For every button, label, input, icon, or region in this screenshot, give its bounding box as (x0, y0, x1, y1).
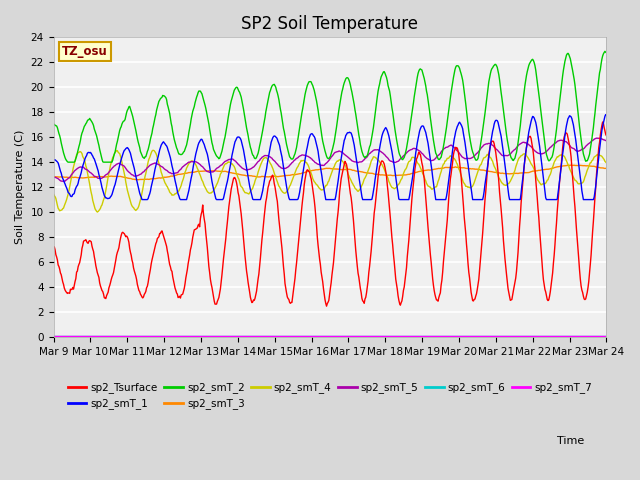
sp2_Tsurface (202, 230, 210, 236)
sp2_smT_7 (50, 334, 58, 339)
sp2_smT_1 (173, 188, 181, 194)
sp2_Tsurface (414, 152, 422, 157)
sp2_smT_4 (204, 189, 211, 194)
sp2_smT_3 (50, 174, 58, 180)
sp2_smT_7 (603, 334, 611, 339)
sp2_smT_3 (398, 172, 406, 178)
sp2_smT_4 (603, 160, 611, 166)
sp2_smT_5 (414, 147, 422, 153)
sp2_smT_4 (149, 147, 157, 153)
sp2_smT_1 (414, 136, 422, 142)
Line: sp2_smT_2: sp2_smT_2 (54, 51, 607, 162)
sp2_smT_5 (203, 168, 211, 174)
Line: sp2_Tsurface: sp2_Tsurface (54, 122, 607, 306)
sp2_smT_2 (60, 150, 67, 156)
sp2_Tsurface (603, 133, 611, 139)
sp2_Tsurface (116, 236, 124, 241)
sp2_Tsurface (173, 290, 180, 296)
sp2_smT_6 (60, 333, 67, 339)
sp2_Tsurface (60, 281, 67, 287)
Legend: sp2_Tsurface, sp2_smT_1, sp2_smT_2, sp2_smT_3, sp2_smT_4, sp2_smT_5, sp2_smT_6, : sp2_Tsurface, sp2_smT_1, sp2_smT_2, sp2_… (63, 378, 596, 413)
Line: sp2_smT_5: sp2_smT_5 (54, 138, 607, 181)
sp2_smT_6 (202, 333, 210, 339)
sp2_smT_1 (60, 177, 67, 183)
sp2_smT_2 (173, 147, 181, 153)
sp2_smT_4 (174, 188, 182, 194)
sp2_smT_7 (397, 334, 405, 339)
sp2_smT_2 (398, 156, 406, 162)
sp2_smT_5 (398, 155, 406, 161)
sp2_smT_3 (60, 174, 67, 180)
sp2_smT_1 (116, 159, 124, 165)
Title: SP2 Soil Temperature: SP2 Soil Temperature (241, 15, 419, 33)
sp2_smT_1 (398, 197, 406, 203)
Line: sp2_smT_1: sp2_smT_1 (54, 115, 607, 200)
sp2_smT_5 (603, 138, 611, 144)
sp2_smT_3 (116, 174, 124, 180)
sp2_smT_7 (60, 334, 67, 339)
sp2_smT_2 (50, 121, 58, 127)
sp2_smT_1 (602, 112, 609, 118)
sp2_smT_7 (173, 334, 180, 339)
sp2_smT_5 (60, 179, 67, 184)
sp2_smT_7 (413, 334, 421, 339)
sp2_smT_6 (50, 333, 58, 339)
sp2_smT_4 (93, 209, 101, 215)
sp2_smT_6 (173, 333, 180, 339)
sp2_smT_7 (202, 334, 210, 339)
sp2_smT_5 (117, 162, 125, 168)
sp2_smT_2 (603, 50, 611, 56)
sp2_Tsurface (398, 298, 406, 304)
Line: sp2_smT_4: sp2_smT_4 (54, 150, 607, 212)
sp2_smT_5 (173, 170, 181, 176)
sp2_smT_2 (203, 109, 211, 115)
sp2_smT_5 (60, 178, 68, 184)
sp2_smT_6 (603, 333, 611, 339)
sp2_smT_3 (414, 169, 422, 175)
sp2_smT_4 (399, 173, 406, 179)
sp2_smT_2 (414, 71, 422, 76)
sp2_smT_3 (603, 165, 611, 171)
Line: sp2_smT_3: sp2_smT_3 (54, 165, 607, 180)
sp2_smT_6 (397, 333, 405, 339)
Y-axis label: Soil Temperature (C): Soil Temperature (C) (15, 130, 25, 244)
sp2_smT_4 (60, 205, 67, 211)
sp2_smT_7 (116, 334, 124, 339)
sp2_smT_2 (64, 159, 72, 165)
sp2_smT_3 (203, 168, 211, 174)
sp2_smT_3 (134, 177, 142, 182)
sp2_Tsurface (599, 119, 607, 125)
sp2_smT_1 (139, 197, 147, 203)
Text: TZ_osu: TZ_osu (62, 45, 108, 58)
sp2_smT_3 (567, 162, 575, 168)
sp2_Tsurface (50, 244, 58, 250)
sp2_smT_6 (413, 333, 421, 339)
sp2_smT_5 (50, 174, 58, 180)
sp2_smT_4 (50, 191, 58, 197)
sp2_smT_1 (203, 149, 211, 155)
Text: Time: Time (557, 436, 584, 446)
sp2_smT_4 (117, 156, 125, 162)
sp2_Tsurface (323, 303, 330, 309)
sp2_smT_2 (601, 48, 609, 54)
sp2_smT_6 (116, 333, 124, 339)
sp2_smT_1 (603, 112, 611, 118)
sp2_smT_1 (50, 157, 58, 163)
sp2_smT_5 (593, 135, 600, 141)
sp2_smT_2 (117, 124, 125, 130)
sp2_smT_3 (173, 172, 181, 178)
sp2_smT_4 (415, 161, 422, 167)
